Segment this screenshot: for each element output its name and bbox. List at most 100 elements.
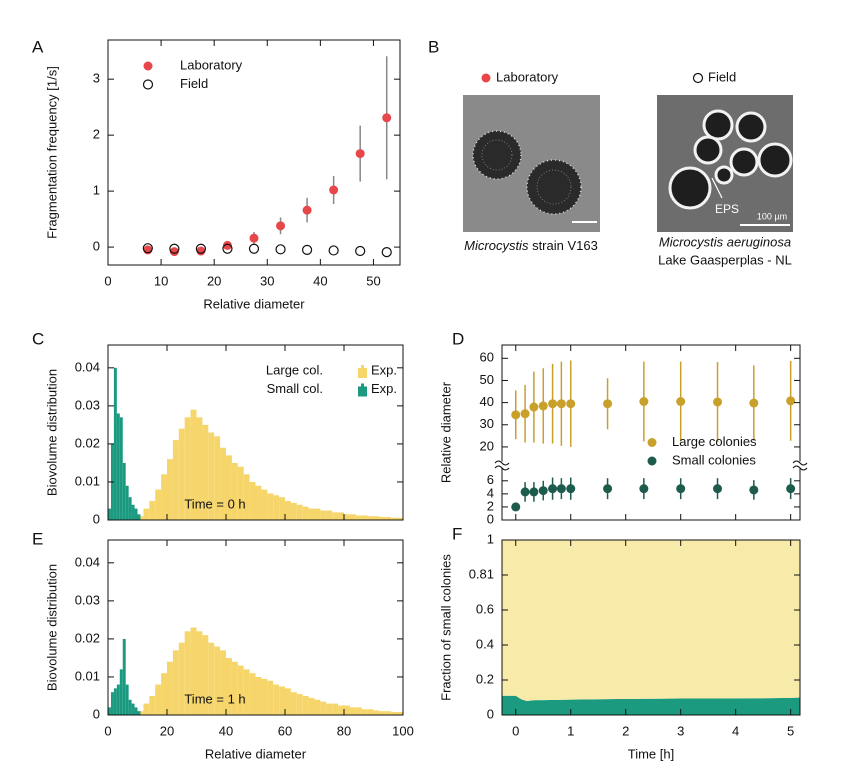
data-point (302, 205, 312, 215)
x-tick-label: 20 (207, 273, 221, 288)
x-tick-label: 0 (104, 273, 111, 288)
legend-marker (142, 79, 154, 90)
histogram-bar (267, 493, 274, 520)
axis-break-mark (494, 460, 510, 466)
x-tick-label: 3 (677, 723, 684, 738)
histogram-bar (134, 508, 138, 520)
y-tick-label: 0.4 (476, 636, 494, 651)
data-point (749, 398, 759, 408)
panel-label: F (452, 524, 462, 543)
y-tick-label: 0 (93, 706, 100, 721)
x-axis-label: Relative diameter (205, 746, 307, 761)
histogram-bar (379, 516, 386, 520)
histogram-bar (308, 697, 315, 715)
histogram-bar (361, 709, 368, 715)
y-tick-label: 0.81 (469, 566, 494, 581)
histogram-bar (320, 701, 327, 715)
data-point (713, 397, 723, 407)
histogram-bar (167, 459, 173, 520)
y-tick-label: 0.03 (75, 397, 100, 412)
histogram-bar (249, 481, 256, 520)
legend-label: Small colonies (672, 452, 756, 467)
histogram-bar (249, 673, 256, 715)
histogram-bar (279, 497, 285, 520)
data-point (381, 247, 392, 258)
histogram-bar (332, 512, 339, 520)
histogram-bar (155, 489, 162, 520)
data-point (511, 410, 521, 420)
histogram-bar (184, 631, 191, 715)
legend-label: Large col. (266, 362, 323, 377)
legend-swatch (358, 386, 361, 397)
x-tick-label: 0 (104, 723, 111, 738)
x-tick-label: 80 (337, 723, 351, 738)
data-point (538, 486, 548, 496)
histogram-bar (290, 692, 297, 715)
data-point (275, 244, 286, 255)
legend-label: Field (180, 76, 208, 91)
histogram-bar (326, 510, 333, 520)
data-point (195, 243, 207, 254)
histogram-bar (261, 678, 268, 715)
area (502, 695, 800, 715)
histogram-bar (243, 669, 250, 715)
y-tick-label: 0.04 (75, 359, 100, 374)
y-tick-label: 0.03 (75, 592, 100, 607)
histogram-bar (143, 508, 150, 520)
histogram-bar (202, 424, 209, 520)
caption-rest: strain V163 (528, 238, 597, 253)
histogram-bar (122, 462, 126, 520)
histogram-bar (314, 508, 321, 520)
histogram-bar (119, 417, 123, 520)
histogram-bar (237, 466, 244, 520)
histogram-bar (143, 703, 150, 715)
histogram-bar (385, 516, 392, 520)
image-caption: Microcystis aeruginosa (659, 234, 791, 249)
x-tick-label: 2 (622, 723, 629, 738)
data-point (603, 399, 613, 409)
histogram-bar (361, 515, 368, 520)
panel-label: E (32, 529, 43, 548)
axis-break-gap (500, 461, 504, 468)
data-point (548, 399, 558, 409)
y-tick-label: 4 (487, 485, 494, 500)
histogram-bar (128, 497, 132, 520)
micrograph-field: EPS 100 µm (657, 95, 793, 232)
panel-label: B (428, 37, 439, 56)
legend-marker (481, 73, 491, 83)
data-point (520, 487, 530, 497)
y-tick-label: 40 (480, 394, 494, 409)
plot-frame (107, 344, 404, 521)
legend-swatch (361, 383, 364, 397)
histogram-bar (125, 485, 129, 520)
histogram-bar (367, 516, 374, 520)
histogram-bar (296, 504, 303, 520)
histogram-bar (131, 703, 135, 715)
histogram-bar (231, 661, 238, 715)
histogram-bar (149, 695, 156, 715)
histogram-bar (285, 500, 291, 520)
y-axis-label: Biovolume distribution (44, 369, 59, 496)
histogram-bar (391, 711, 398, 715)
legend-label: Small col. (267, 381, 323, 396)
y-axis-label: Fraction of small colonies (438, 554, 453, 701)
y-tick-label: 0.01 (75, 668, 100, 683)
x-axis-label: Time [h] (628, 746, 674, 761)
data-point (328, 245, 339, 256)
plot-frame (501, 539, 801, 716)
data-point (556, 484, 566, 494)
histogram-bar (184, 417, 191, 520)
x-tick-label: 20 (160, 723, 174, 738)
x-axis-label: Relative diameter (203, 296, 305, 311)
histogram-bar (243, 474, 250, 520)
x-tick-label: 10 (154, 273, 168, 288)
histogram-bar (326, 703, 333, 715)
data-point (786, 484, 796, 494)
histogram-bar (134, 707, 138, 715)
histogram-bar (285, 688, 291, 715)
data-point (556, 399, 566, 409)
histogram-bar (113, 688, 117, 715)
histogram-bar (214, 646, 221, 715)
legend-marker (143, 61, 153, 71)
data-point (196, 246, 206, 256)
